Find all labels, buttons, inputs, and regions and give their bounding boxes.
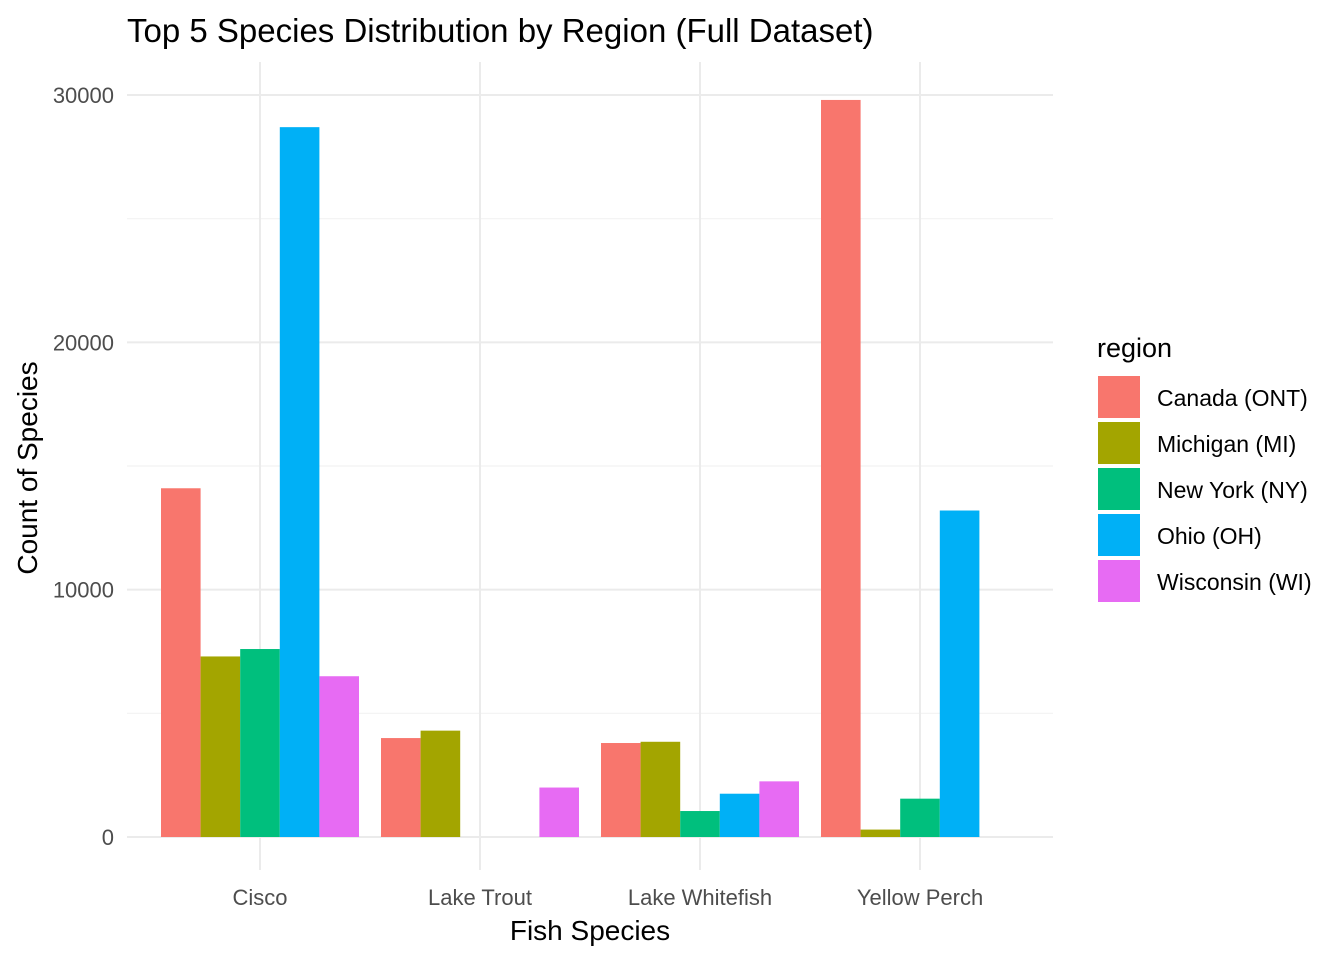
bar bbox=[319, 676, 359, 837]
bar bbox=[680, 811, 720, 837]
chart-title: Top 5 Species Distribution by Region (Fu… bbox=[127, 12, 874, 49]
legend-label: Canada (ONT) bbox=[1157, 385, 1308, 411]
bar bbox=[719, 793, 760, 837]
legend-title: region bbox=[1097, 333, 1172, 363]
bar bbox=[759, 781, 799, 837]
y-tick-label: 0 bbox=[102, 825, 114, 850]
x-tick-label: Lake Whitefish bbox=[628, 885, 772, 910]
x-axis-title: Fish Species bbox=[510, 915, 670, 946]
y-tick-label: 30000 bbox=[53, 83, 114, 108]
bar bbox=[601, 743, 641, 837]
x-tick-label: Cisco bbox=[232, 885, 287, 910]
legend-key bbox=[1098, 468, 1140, 510]
bar bbox=[539, 787, 579, 837]
bar bbox=[821, 99, 861, 838]
x-axis-ticks: Cisco Lake Trout Lake Whitefish Yellow Perc… bbox=[232, 885, 983, 910]
bar bbox=[420, 730, 461, 837]
legend-key bbox=[1098, 376, 1140, 418]
legend: region Canada (ONT) Michigan (MI) New York… bbox=[1097, 333, 1312, 602]
legend-label: Michigan (MI) bbox=[1157, 431, 1296, 457]
legend-label: Ohio (OH) bbox=[1157, 523, 1262, 549]
bar bbox=[161, 488, 201, 837]
x-tick-label: Yellow Perch bbox=[857, 885, 983, 910]
bar bbox=[240, 649, 280, 837]
y-axis-ticks: 0 10000 20000 30000 bbox=[53, 83, 114, 850]
bar bbox=[860, 829, 901, 837]
bar bbox=[939, 510, 980, 837]
bar bbox=[381, 738, 421, 837]
x-tick-label: Lake Trout bbox=[428, 885, 532, 910]
y-axis-title: Count of Species bbox=[12, 361, 43, 574]
legend-key bbox=[1098, 514, 1140, 556]
bar bbox=[900, 798, 940, 837]
legend-label: New York (NY) bbox=[1157, 477, 1308, 503]
legend-key bbox=[1098, 422, 1140, 464]
legend-key bbox=[1098, 560, 1140, 602]
bar bbox=[279, 127, 320, 838]
bars bbox=[161, 99, 980, 838]
bar bbox=[200, 656, 241, 837]
legend-label: Wisconsin (WI) bbox=[1157, 569, 1312, 595]
bar bbox=[640, 741, 681, 837]
y-tick-label: 10000 bbox=[53, 578, 114, 603]
y-tick-label: 20000 bbox=[53, 330, 114, 355]
